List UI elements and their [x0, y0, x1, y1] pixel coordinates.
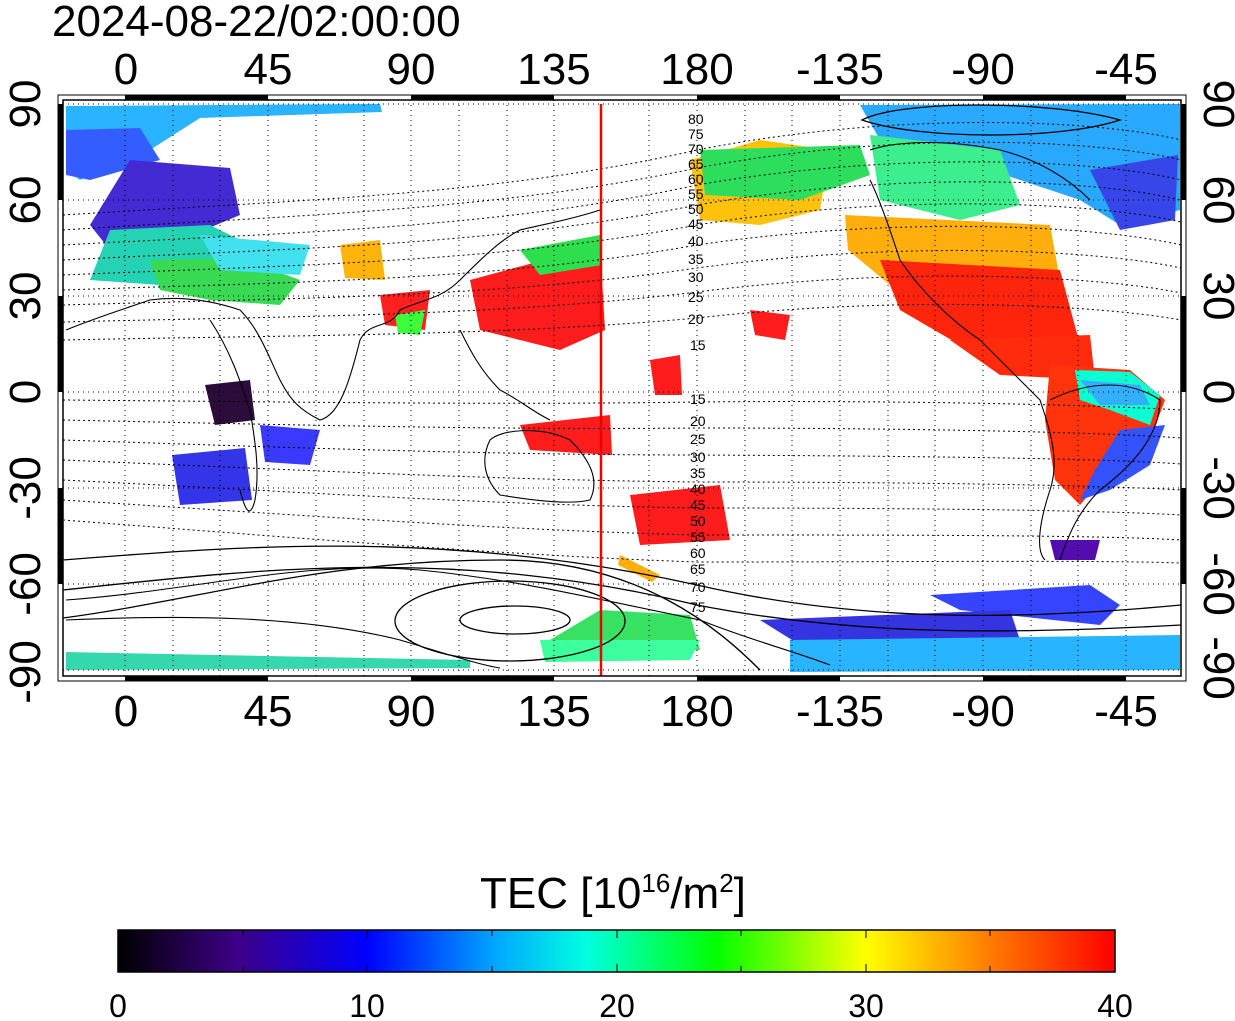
- tec-data-overlay: [66, 104, 1180, 672]
- contour-label: 30: [688, 269, 704, 285]
- contour-labels-north: 80 75 70 65 60 55 50 45 40 35 30 25 20 1…: [688, 111, 706, 353]
- lat-tick-label: -60: [1194, 552, 1235, 616]
- lon-tick-label: -135: [796, 45, 884, 94]
- contour-label: 70: [690, 579, 706, 595]
- contour-label: 35: [688, 251, 704, 267]
- right-latitude-labels: 90 60 30 0 -30 -60 -90: [1194, 80, 1235, 700]
- contour-label: 50: [688, 201, 704, 217]
- contour-label: 75: [690, 599, 706, 615]
- contour-label: 50: [690, 513, 706, 529]
- coastlines: [65, 141, 1161, 669]
- lat-tick-label: -90: [1194, 636, 1235, 700]
- contour-label: 65: [690, 561, 706, 577]
- contour-label: 40: [688, 233, 704, 249]
- frame-tick-bars: [58, 95, 1186, 681]
- top-longitude-labels: 0 45 90 135 180 -135 -90 -45: [114, 45, 1158, 94]
- contour-label: 20: [690, 413, 706, 429]
- colorbar-tick-label: 40: [1097, 988, 1133, 1021]
- lon-tick-label: 0: [114, 687, 138, 736]
- contour-label: 60: [690, 545, 706, 561]
- contour-label: 55: [690, 529, 706, 545]
- contour-label: 20: [688, 311, 704, 327]
- colorbar-tick-labels: 0 10 20 30 40: [109, 988, 1133, 1021]
- lat-tick-label: 0: [1194, 380, 1235, 404]
- bottom-longitude-labels: 0 45 90 135 180 -135 -90 -45: [114, 687, 1158, 736]
- colorbar-tick-label: 0: [109, 988, 127, 1021]
- lat-tick-label: 0: [1, 380, 50, 404]
- lat-tick-label: -60: [1, 552, 50, 616]
- contour-label: 30: [690, 449, 706, 465]
- lat-tick-label: 30: [1194, 272, 1235, 321]
- contour-label: 75: [688, 126, 704, 142]
- contour-label: 15: [690, 337, 706, 353]
- colorbar-title: TEC [1016/m2]: [480, 868, 746, 918]
- lat-tick-label: 90: [1194, 80, 1235, 129]
- lat-tick-label: -30: [1194, 456, 1235, 520]
- contour-label: 25: [688, 289, 704, 305]
- contour-label: 65: [688, 156, 704, 172]
- lon-tick-label: 45: [244, 45, 293, 94]
- lon-tick-label: 0: [114, 45, 138, 94]
- contour-label: 15: [690, 391, 706, 407]
- colorbar-tick-label: 30: [848, 988, 884, 1021]
- contour-label: 35: [690, 465, 706, 481]
- map-area: 80 75 70 65 60 55 50 45 40 35 30 25 20 1…: [63, 100, 1181, 676]
- lat-tick-label: 60: [1194, 176, 1235, 225]
- contour-label: 45: [688, 216, 704, 232]
- timestamp-title: 2024-08-22/02:00:00: [52, 0, 461, 46]
- lat-tick-label: -90: [1, 640, 50, 704]
- colorbar-minor-ticks: [242, 930, 991, 972]
- contour-label: 60: [688, 171, 704, 187]
- lon-tick-label: -45: [1094, 45, 1158, 94]
- lat-tick-label: 60: [1, 176, 50, 225]
- colorbar-tick-label: 10: [349, 988, 385, 1021]
- map-grid: [63, 100, 1181, 676]
- lon-tick-label: -45: [1094, 687, 1158, 736]
- contour-labels-south: 15 20 25 30 35 40 45 50 55 60 65 70 75: [690, 391, 706, 615]
- lon-tick-label: 180: [660, 687, 733, 736]
- contour-label: 25: [690, 431, 706, 447]
- lon-tick-label: 45: [244, 687, 293, 736]
- lon-tick-label: -90: [951, 687, 1015, 736]
- contour-label: 70: [688, 141, 704, 157]
- lon-tick-label: -90: [951, 45, 1015, 94]
- lat-tick-label: 90: [1, 80, 50, 129]
- magnetic-contours: [63, 122, 1181, 564]
- lon-tick-label: 180: [660, 45, 733, 94]
- contour-label: 80: [688, 111, 704, 127]
- lon-tick-label: -135: [796, 687, 884, 736]
- colorbar-tick-label: 20: [599, 988, 635, 1021]
- lon-tick-label: 90: [387, 687, 436, 736]
- lon-tick-label: 135: [517, 45, 590, 94]
- left-latitude-labels: 90 60 30 0 -30 -60 -90: [1, 80, 50, 704]
- lon-tick-label: 135: [517, 687, 590, 736]
- contour-label: 55: [688, 186, 704, 202]
- lat-tick-label: -30: [1, 456, 50, 520]
- contour-label: 45: [690, 497, 706, 513]
- lon-tick-label: 90: [387, 45, 436, 94]
- contour-label: 40: [690, 481, 706, 497]
- lat-tick-label: 30: [1, 272, 50, 321]
